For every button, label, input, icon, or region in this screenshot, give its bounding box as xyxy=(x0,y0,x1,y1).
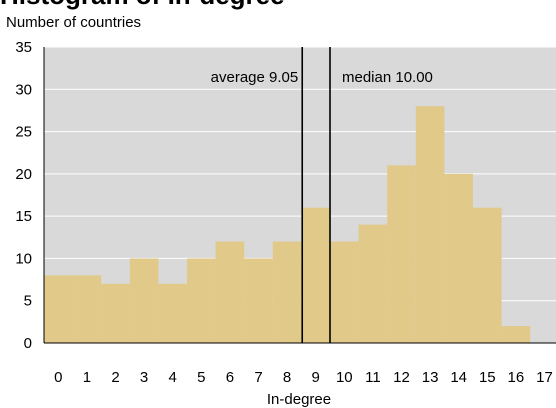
x-tick-label: 14 xyxy=(450,369,467,386)
x-tick-label: 1 xyxy=(83,369,91,386)
bar xyxy=(473,207,502,343)
bar xyxy=(501,326,531,343)
chart-title: Histogram of In-degree xyxy=(0,0,285,11)
annotation-label: average 9.05 xyxy=(211,69,299,86)
bar xyxy=(301,207,330,343)
y-tick-label: 35 xyxy=(15,39,32,56)
bar xyxy=(387,165,416,343)
x-tick-label: 16 xyxy=(508,369,525,386)
x-tick-labels: 0 1 2 3 4 5 6 7 8 9 10 11 12 13 14 15 16 17 xyxy=(54,369,553,386)
bar xyxy=(444,173,473,343)
bar xyxy=(44,275,73,343)
bar xyxy=(158,283,187,343)
y-tick-label: 30 xyxy=(15,81,32,98)
x-tick-label: 10 xyxy=(336,369,353,386)
y-tick-label: 0 xyxy=(24,335,32,352)
bar xyxy=(129,258,159,343)
y-tick-label: 20 xyxy=(15,166,32,183)
bar xyxy=(215,241,245,343)
x-tick-label: 11 xyxy=(365,369,381,386)
x-tick-label: 5 xyxy=(197,369,205,386)
y-tick-label: 5 xyxy=(24,293,32,310)
x-tick-label: 6 xyxy=(226,369,234,386)
x-tick-label: 8 xyxy=(283,369,291,386)
bar xyxy=(187,258,216,343)
x-tick-label: 9 xyxy=(312,369,320,386)
bar xyxy=(330,241,359,343)
x-tick-label: 13 xyxy=(422,369,439,386)
x-tick-label: 3 xyxy=(140,369,148,386)
y-axis-label: Number of countries xyxy=(6,14,142,31)
bar xyxy=(244,258,273,343)
y-tick-label: 10 xyxy=(15,250,32,267)
bar xyxy=(358,224,388,343)
annotation-label: median 10.00 xyxy=(342,69,433,86)
bar xyxy=(72,275,102,343)
x-tick-label: 2 xyxy=(111,369,119,386)
x-tick-label: 0 xyxy=(54,369,62,386)
x-tick-label: 7 xyxy=(254,369,262,386)
bar xyxy=(272,241,302,343)
bar xyxy=(101,283,130,343)
annotations: average 9.05 median 10.00 xyxy=(211,47,433,343)
y-tick-label: 15 xyxy=(15,208,32,225)
y-tick-label: 25 xyxy=(15,124,32,141)
x-tick-label: 17 xyxy=(536,369,553,386)
y-tick-labels: 0 5 10 15 20 25 30 35 xyxy=(15,39,32,352)
x-tick-label: 4 xyxy=(169,369,177,386)
x-tick-label: 15 xyxy=(479,369,496,386)
x-axis-label: In-degree xyxy=(267,391,331,408)
bars xyxy=(44,106,531,343)
x-tick-label: 12 xyxy=(393,369,410,386)
bar xyxy=(415,106,445,343)
